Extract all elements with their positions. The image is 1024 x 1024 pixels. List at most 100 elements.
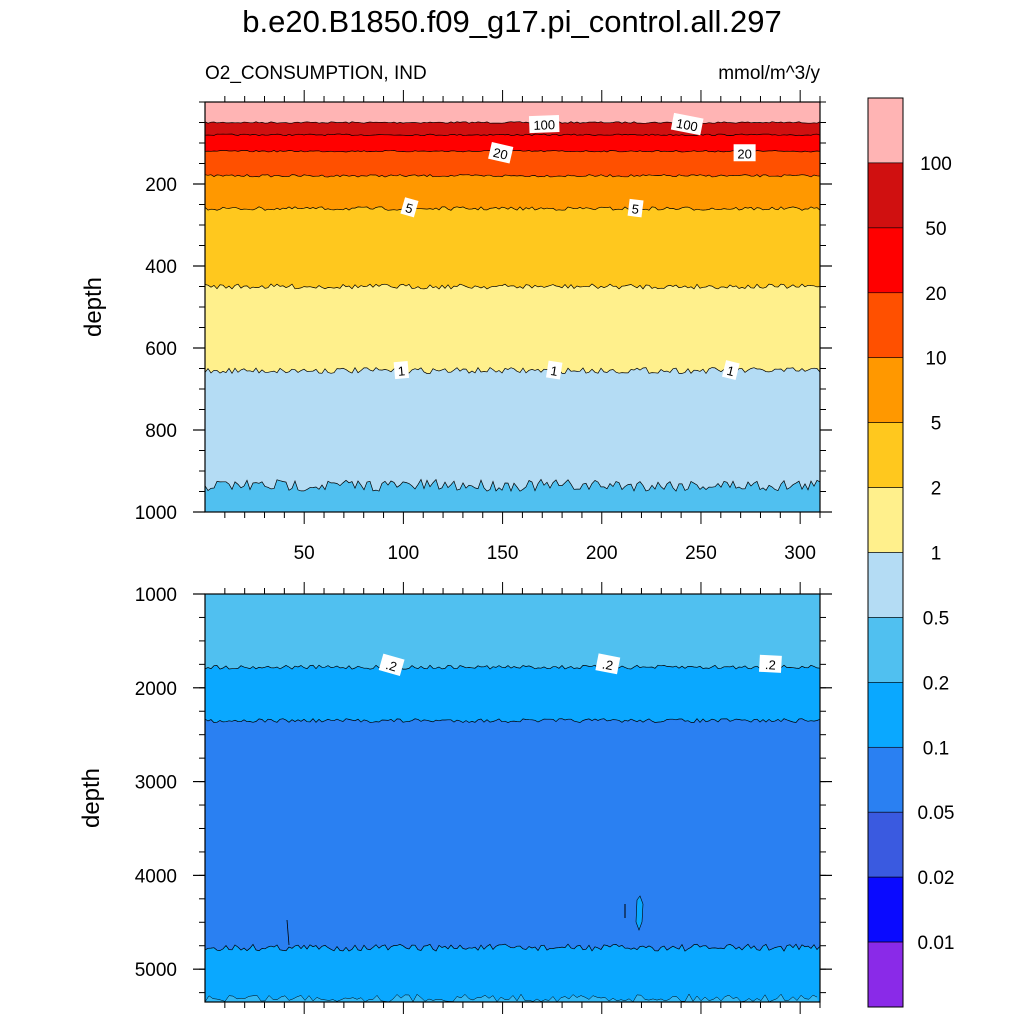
contour-label-text: 1 xyxy=(725,363,736,379)
colorbar-label: 20 xyxy=(925,284,946,305)
contour-label-box xyxy=(733,144,756,162)
colorbar-box xyxy=(867,552,904,618)
band-fill xyxy=(205,479,820,512)
colorbar-box xyxy=(867,682,904,748)
x-tick-label: 250 xyxy=(685,543,717,564)
panel-lower: .2 .2 .2 1000 2000 3000 4000 5000 depth xyxy=(78,582,832,1014)
contour-label: 1 xyxy=(721,360,740,381)
x-tick-label: 100 xyxy=(388,543,420,564)
colorbar-label: 1 xyxy=(931,544,942,565)
y-tick-label: 1000 xyxy=(135,585,177,606)
colorbar-box xyxy=(867,162,904,229)
colorbar-box xyxy=(867,227,904,294)
contour-line xyxy=(205,993,818,1002)
colorbar-box xyxy=(867,811,904,878)
contour-line xyxy=(205,367,820,375)
colorbar-box xyxy=(867,422,904,488)
band-fill xyxy=(205,718,820,1002)
contour-line xyxy=(205,664,820,670)
band-fill xyxy=(205,367,820,512)
contour-label-text: 20 xyxy=(737,146,751,161)
contour-label-text: 20 xyxy=(492,145,509,163)
contour-line xyxy=(205,943,820,952)
colorbar-label: 0.02 xyxy=(918,868,955,889)
colorbar-box xyxy=(867,876,904,943)
contour-label: .2 xyxy=(378,653,405,677)
contour-label: 100 xyxy=(528,115,560,134)
band-fill xyxy=(205,994,819,1002)
contour-line xyxy=(205,150,820,153)
colorbar-box xyxy=(867,941,904,1008)
contour-label-box xyxy=(758,654,782,673)
y-tick-label: 600 xyxy=(145,339,177,360)
contour-label-box xyxy=(528,115,560,134)
contour-label-text: 1 xyxy=(549,363,558,379)
y-tick-label: 800 xyxy=(145,421,177,442)
contour-label-box xyxy=(393,360,410,380)
contour-label: 5 xyxy=(627,198,644,218)
colorbar-frame xyxy=(867,97,904,1008)
contour-label: 1 xyxy=(393,360,410,380)
contour-label: 1 xyxy=(545,360,563,380)
contour-label-box xyxy=(488,142,514,164)
contour-label-text: .2 xyxy=(601,656,615,673)
contour-line xyxy=(205,283,820,290)
colorbar-label: 0.1 xyxy=(923,738,949,759)
y-axis-label: depth xyxy=(80,277,107,337)
colorbar-label: 50 xyxy=(925,219,946,240)
colorbar-box xyxy=(867,617,904,683)
colorbar-box xyxy=(867,487,904,553)
contour-label: 100 xyxy=(670,112,704,136)
y-tick-label: 1000 xyxy=(135,503,177,524)
contour-fills: .2 .2 .2 xyxy=(205,594,820,1002)
band-fill xyxy=(205,944,820,1002)
colorbar-label: 0.5 xyxy=(923,608,949,629)
contour-label-text: .2 xyxy=(384,657,399,674)
x-tick-label: 300 xyxy=(784,543,816,564)
y-tick-label: 200 xyxy=(145,175,177,196)
y-tick-label: 400 xyxy=(145,257,177,278)
contour-label-text: 100 xyxy=(533,117,555,133)
variable-name: O2_CONSUMPTION, IND xyxy=(205,63,427,84)
y-tick-label: 2000 xyxy=(135,679,177,700)
colorbar-label: 10 xyxy=(925,349,946,370)
plot-title: b.e20.B1850.f09_g17.pi_control.all.297 xyxy=(242,4,782,39)
contour-label-box xyxy=(545,360,563,380)
x-tick-label: 150 xyxy=(487,543,519,564)
contour-label-text: 1 xyxy=(397,363,406,379)
contour-label-box xyxy=(378,653,405,677)
contour-line xyxy=(205,478,820,492)
colorbar-box xyxy=(867,292,904,359)
contour-line xyxy=(205,121,820,124)
contour-line xyxy=(205,206,820,211)
contour-label: .2 xyxy=(595,653,621,675)
contour-line xyxy=(205,718,820,723)
colorbar-label: 2 xyxy=(931,479,942,500)
contour-patch xyxy=(635,895,644,931)
contour-label-box xyxy=(595,653,621,675)
contour-label-box xyxy=(627,198,644,218)
contour-label-box xyxy=(721,360,740,381)
contour-line xyxy=(205,174,820,178)
y-tick-label: 5000 xyxy=(135,960,177,981)
colorbar: 100 50 20 10 5 2 1 0.5 0.2 0.1 0.05 0.02 0.01 xyxy=(867,97,955,1008)
plot-frame xyxy=(204,593,821,1003)
colorbar-label: 100 xyxy=(920,154,952,175)
x-tick-label: 50 xyxy=(294,543,315,564)
colorbar-box xyxy=(867,97,904,164)
contour-label: .2 xyxy=(758,654,782,673)
contour-label-box xyxy=(400,197,419,218)
contour-label-text: .2 xyxy=(765,657,777,673)
contour-line xyxy=(205,133,820,136)
contour-patch xyxy=(286,919,290,946)
contour-label-box xyxy=(670,112,704,136)
y-axis-label: depth xyxy=(78,768,105,828)
contour-fills: 100 100 20 20 5 5 1 1 1 xyxy=(205,102,820,512)
contour-label: 5 xyxy=(400,197,419,218)
colorbar-label: 0.2 xyxy=(923,673,949,694)
panel-upper: 100 100 20 20 5 5 1 1 1 200 400 600 800 1000 50 100 150 2… xyxy=(80,90,832,564)
colorbar-box xyxy=(867,746,904,813)
contour-label-text: 100 xyxy=(675,116,699,135)
colorbar-label: 5 xyxy=(931,414,942,435)
